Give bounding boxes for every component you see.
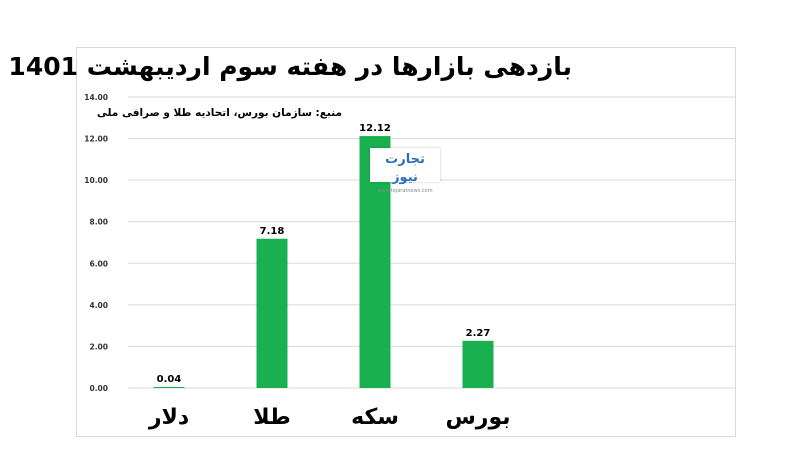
x-category-label: سکه: [351, 405, 399, 430]
data-label: 2.27: [466, 328, 491, 339]
y-tick-label: 0.00: [89, 384, 108, 393]
chart-source-note: منبع: سازمان بورس، اتحادیه طلا و صرافی م…: [96, 107, 342, 119]
bar: [462, 340, 494, 388]
x-category-label: دلار: [148, 405, 189, 430]
watermark-site: www.tejaratnews.com: [377, 188, 433, 194]
data-label: 12.12: [359, 123, 391, 134]
bar: [256, 238, 288, 388]
y-tick-label: 8.00: [89, 218, 108, 227]
y-tick-label: 6.00: [89, 259, 108, 268]
watermark-name: تجارت نیوز: [385, 152, 425, 185]
y-tick-label: 14.00: [84, 93, 108, 102]
bar: [153, 387, 185, 388]
chart-frame: [76, 47, 736, 437]
x-category-label: طلا: [253, 405, 290, 430]
data-label: 0.04: [157, 374, 182, 385]
watermark-logo: تجارت نیوز www.tejaratnews.com: [370, 148, 440, 194]
y-tick-label: 4.00: [89, 301, 108, 310]
x-category-label: بورس: [445, 405, 510, 430]
chart-title: بازدهی بازارها در هفته سوم اردیبهشت 1401: [8, 52, 572, 81]
data-label: 7.18: [260, 226, 285, 237]
y-tick-label: 2.00: [89, 342, 108, 351]
y-tick-label: 10.00: [84, 176, 108, 185]
y-tick-label: 12.00: [84, 135, 108, 144]
